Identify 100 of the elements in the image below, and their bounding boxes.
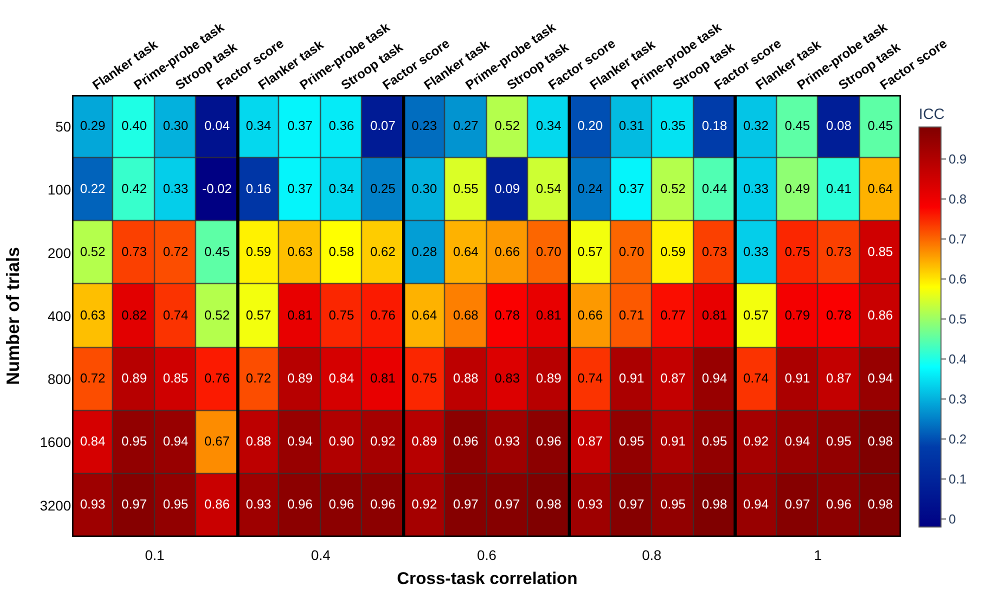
data-label: 0.64 <box>453 244 478 260</box>
data-label: 0.62 <box>370 244 396 260</box>
data-label: 0.70 <box>536 244 562 260</box>
data-label: 0.34 <box>536 118 562 133</box>
data-label: 0.95 <box>826 434 852 449</box>
data-label: 0.35 <box>660 118 686 133</box>
data-label: 0.90 <box>328 434 354 449</box>
data-label: 0.40 <box>122 118 147 133</box>
data-label: 0.32 <box>743 118 769 133</box>
color-bar-label: 0.5 <box>948 312 967 327</box>
y-tick-label: 800 <box>48 371 72 388</box>
data-label: 0.77 <box>660 307 686 322</box>
y-tick-label: 100 <box>48 182 72 198</box>
data-label: 0.81 <box>287 307 313 322</box>
data-label: 0.67 <box>204 434 230 449</box>
data-label: 0.88 <box>453 370 478 386</box>
data-label: 0.94 <box>287 434 313 449</box>
data-label: 0.23 <box>412 118 437 133</box>
data-label: 0.87 <box>577 434 603 449</box>
y-tick-label: 200 <box>48 244 72 261</box>
data-label: 0.91 <box>784 370 810 386</box>
data-label: 0.29 <box>80 118 106 133</box>
data-label: 0.52 <box>494 118 520 133</box>
data-label: 0.76 <box>370 307 396 322</box>
data-label: 0.36 <box>328 118 354 133</box>
data-label: 0.57 <box>246 307 272 322</box>
color-bar-label: 0.8 <box>948 192 967 207</box>
data-label: 0.41 <box>826 180 852 196</box>
data-label: 0.89 <box>536 370 562 386</box>
color-bar-label: 0.1 <box>948 472 967 487</box>
data-label: 0.95 <box>122 434 147 449</box>
data-label: 0.72 <box>162 244 188 260</box>
data-label: 0.84 <box>328 370 354 386</box>
data-label: 0.52 <box>204 307 230 322</box>
data-label: 0.96 <box>826 496 852 512</box>
y-tick-label: 1600 <box>40 434 72 450</box>
data-label: 0.18 <box>702 118 728 133</box>
data-label: 0.89 <box>412 434 437 449</box>
data-label: 0.07 <box>370 118 396 133</box>
data-label: 0.74 <box>577 370 603 386</box>
y-tick-label: 400 <box>48 308 72 324</box>
data-label: 0.63 <box>80 307 106 322</box>
data-label: 0.92 <box>412 496 437 512</box>
data-label: 0.31 <box>618 118 644 133</box>
data-label: 0.95 <box>660 496 686 512</box>
data-label: 0.94 <box>743 496 769 512</box>
data-label: 0.52 <box>660 180 686 196</box>
data-label: 0.42 <box>122 180 147 196</box>
data-label: 0.72 <box>80 370 106 386</box>
data-label: 0.97 <box>618 496 644 512</box>
data-label: 0.66 <box>577 307 603 322</box>
data-label: 0.94 <box>784 434 810 449</box>
data-label: 0.95 <box>702 434 728 449</box>
data-label: 0.95 <box>162 496 188 512</box>
data-label: 0.76 <box>204 370 230 386</box>
data-label: 0.45 <box>784 118 810 133</box>
data-label: 0.97 <box>453 496 478 512</box>
data-label: 0.98 <box>868 434 893 449</box>
data-label: 0.22 <box>80 180 106 196</box>
data-label: 0.94 <box>868 370 893 386</box>
data-label: 0.98 <box>868 496 893 512</box>
data-label: 0.24 <box>577 180 603 196</box>
data-label: 0.37 <box>287 118 313 133</box>
data-label: 0.95 <box>618 434 644 449</box>
color-bar-label: 0.4 <box>948 352 967 367</box>
color-bar-label: 0.2 <box>948 432 967 447</box>
data-label: 0.89 <box>287 370 313 386</box>
data-label: 0.85 <box>162 370 188 386</box>
data-label: 0.96 <box>370 496 396 512</box>
data-label: 0.96 <box>287 496 313 512</box>
data-label: 0.91 <box>618 370 644 386</box>
data-label: 0.37 <box>287 180 313 196</box>
data-label: 0.68 <box>453 307 478 322</box>
data-label: 0.63 <box>287 244 313 260</box>
data-label: 0.75 <box>412 370 437 386</box>
color-bar-title: ICC <box>918 106 945 123</box>
data-label: 0.97 <box>494 496 520 512</box>
data-label: 0.93 <box>80 496 106 512</box>
data-label: 0.94 <box>162 434 188 449</box>
data-label: 0.79 <box>784 307 810 322</box>
data-label: 0.93 <box>494 434 520 449</box>
data-label: 0.25 <box>370 180 396 196</box>
data-label: 0.87 <box>826 370 852 386</box>
data-label: 0.78 <box>494 307 520 322</box>
y-tick-label: 3200 <box>40 497 72 514</box>
data-label: 0.58 <box>328 244 354 260</box>
color-bar-label: 0.7 <box>948 232 967 247</box>
data-label: 0.73 <box>702 244 728 260</box>
y-axis-title: Number of trials <box>3 246 24 386</box>
color-bar-label: 0.3 <box>948 392 967 407</box>
data-label: 0.75 <box>328 307 354 322</box>
data-label: 0.27 <box>453 118 478 133</box>
data-label: 0.91 <box>660 434 686 449</box>
data-label: 0.52 <box>80 244 106 260</box>
data-label: 0.33 <box>743 244 769 260</box>
data-label: 0.74 <box>162 307 188 322</box>
data-label: 0.57 <box>577 244 603 260</box>
text: 0.6 <box>477 547 497 563</box>
data-label: 0.49 <box>784 180 810 196</box>
data-label: 0.66 <box>494 244 520 260</box>
